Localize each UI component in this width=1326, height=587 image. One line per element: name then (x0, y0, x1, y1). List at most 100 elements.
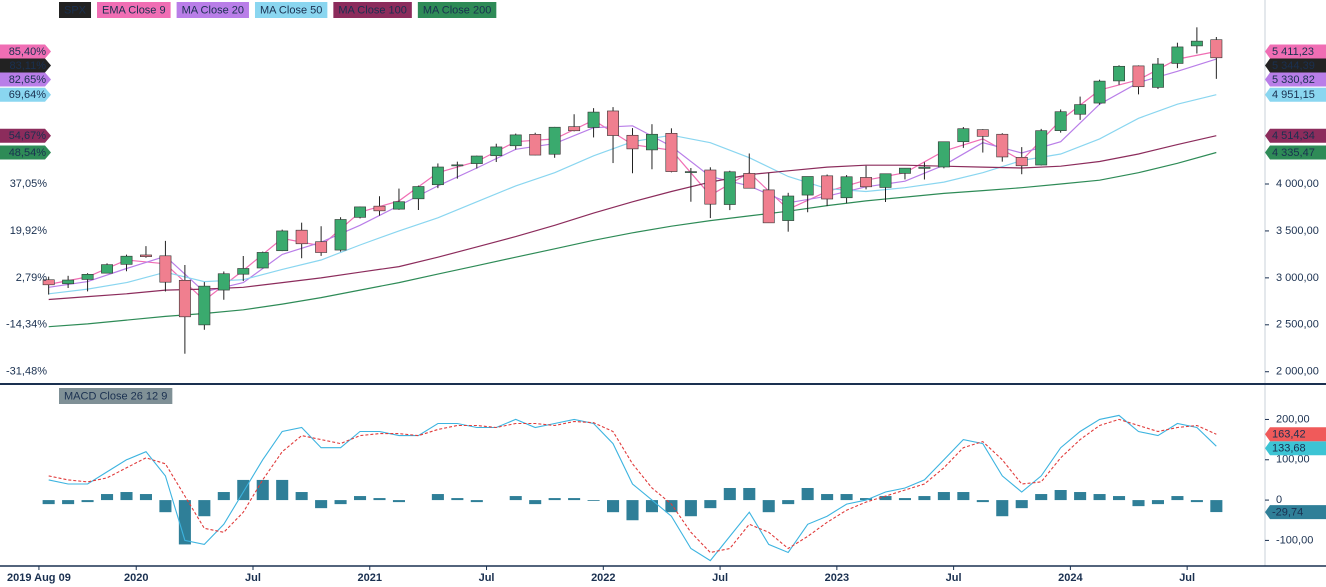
candle-body (899, 167, 911, 174)
macd-y-tick-label: -100,00 (1276, 534, 1313, 546)
macd-histogram-bar (139, 494, 152, 501)
candle-body (937, 141, 950, 168)
value-tag (1265, 505, 1326, 520)
x-tick-label: Jul (712, 572, 728, 584)
macd-y-tick-label: 100,00 (1276, 454, 1310, 466)
candle-body (607, 110, 619, 136)
candle-body (782, 195, 795, 221)
macd-histogram-bar (1171, 496, 1184, 501)
value-tag (1265, 427, 1326, 442)
candle-body (529, 134, 542, 156)
candle-body (1015, 157, 1028, 167)
legend-box (59, 2, 92, 18)
macd-histogram-bar (1093, 494, 1106, 501)
value-tag (1265, 441, 1326, 456)
macd-histogram-bar (762, 500, 775, 513)
y2-tick-label: -31,48% (6, 366, 47, 378)
legend-label: MA Close 200 (423, 4, 491, 16)
candle-body (256, 252, 269, 269)
candle-body (743, 173, 756, 189)
macd-pane (42, 414, 1223, 562)
candle-body (393, 201, 405, 210)
percent-tag-label: 69,64% (9, 89, 47, 101)
candle-body (704, 169, 717, 205)
percent-tag-label: 85,40% (9, 46, 47, 58)
macd-y-tick-label: 200,00 (1276, 413, 1310, 425)
candle-body (198, 285, 211, 326)
value-tag (1265, 87, 1326, 102)
candle-body (276, 230, 289, 252)
macd-histogram-bar (315, 500, 328, 509)
candle-body (509, 134, 522, 147)
y-tick-label: 3 500,00 (1276, 225, 1319, 237)
candle-body (1093, 80, 1106, 104)
macd-histogram-bar (860, 498, 873, 501)
macd-histogram-bar (431, 494, 444, 501)
legend-label: MA Close 20 (182, 4, 244, 16)
candle-body (354, 206, 366, 218)
legend-box (97, 2, 171, 18)
macd-histogram-bar (723, 487, 736, 501)
candle-body (470, 155, 483, 164)
legend-box (254, 2, 328, 18)
x-tick-label: Jul (479, 572, 495, 584)
macd-histogram-bar (548, 498, 561, 501)
macd-histogram-bar (684, 500, 697, 517)
candle-body (315, 241, 328, 253)
y-tick-label: 2 500,00 (1276, 319, 1319, 331)
candle-body (1054, 111, 1067, 131)
macd-histogram-bar (898, 498, 911, 501)
macd-y-tick-label: 0 (1276, 494, 1282, 506)
macd-histogram-bar (1054, 490, 1067, 501)
macd-histogram-bar (1151, 500, 1164, 505)
value-tag (1265, 72, 1326, 87)
macd-histogram-bar (1132, 500, 1145, 507)
candle-body (1152, 63, 1164, 88)
legend: SPX EMA Close 9 MA Close 20 MA Close 50 MA C… (59, 2, 497, 404)
macd-histogram-bar (509, 496, 522, 501)
candle-body (879, 173, 892, 188)
candle-body (1132, 65, 1145, 88)
candle-body (178, 280, 191, 318)
candle-body (237, 268, 250, 275)
legend-box (176, 2, 249, 18)
macd-histogram-bar (879, 496, 892, 501)
y-tick-label: 3 000,00 (1276, 272, 1319, 284)
macd-histogram-bar (276, 479, 289, 501)
value-tag-label: 4 951,15 (1272, 89, 1315, 101)
candle-body (81, 273, 94, 280)
percent-tag-label: 48,54% (9, 147, 47, 159)
percent-tag (0, 145, 51, 160)
candle-body (918, 166, 931, 169)
percent-tag (0, 58, 51, 73)
macd-label-box (59, 388, 173, 404)
percent-tag-label: 54,67% (9, 130, 47, 142)
macd-line (48, 414, 1217, 562)
candle-body (1190, 40, 1203, 47)
macd-histogram-bar (782, 500, 795, 505)
x-tick-label: 2023 (825, 572, 849, 584)
candle-body (490, 146, 503, 157)
legend-label: EMA Close 9 (102, 4, 166, 16)
y-tick-label: 4 000,00 (1276, 178, 1319, 190)
candle-body (821, 175, 834, 200)
x-tick-label: 2024 (1058, 572, 1083, 584)
value-tag-label: 5 344,39 (1272, 60, 1315, 72)
candle-body (801, 176, 814, 196)
macd-histogram-bar (354, 496, 367, 501)
macd-histogram-bar (42, 500, 55, 505)
macd-histogram-bar (937, 492, 950, 501)
macd-histogram-bar (840, 494, 853, 501)
macd-histogram-bar (1190, 500, 1203, 503)
x-tick-label: 2022 (591, 572, 615, 584)
y2-tick-label: 19,92% (10, 225, 48, 237)
macd-histogram-bar (821, 494, 834, 501)
candle-body (665, 132, 678, 172)
value-tag-label: 5 411,23 (1272, 46, 1314, 58)
macd-histogram-bar (178, 500, 191, 545)
macd-histogram-bar (373, 498, 386, 501)
macd-histogram-bar (918, 496, 931, 501)
macd-histogram-bar (568, 498, 581, 501)
macd-histogram-bar (665, 500, 678, 513)
macd-histogram-bar (1074, 492, 1087, 501)
